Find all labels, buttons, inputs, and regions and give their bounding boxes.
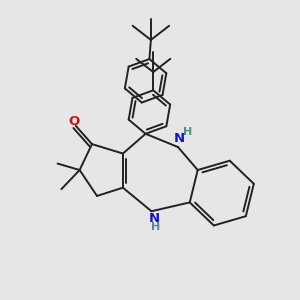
- Text: N: N: [148, 212, 159, 225]
- Text: H: H: [151, 222, 160, 232]
- Text: H: H: [183, 127, 192, 137]
- Text: O: O: [68, 115, 80, 128]
- Text: N: N: [174, 132, 185, 145]
